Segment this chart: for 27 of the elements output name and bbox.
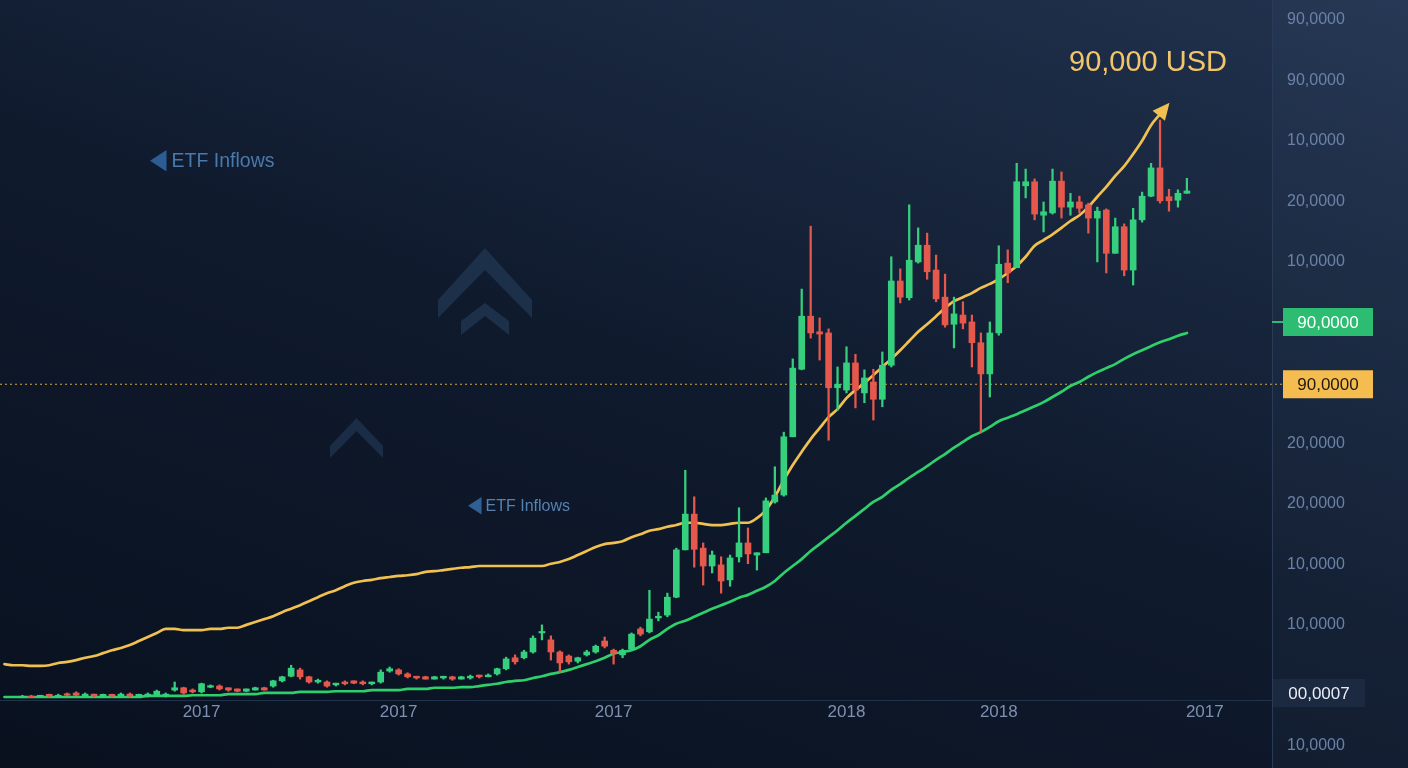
text: 90,000 USD	[1069, 45, 1228, 78]
candlestick	[1040, 201, 1047, 233]
text: 10,0000	[1287, 554, 1345, 572]
text: 10,0000	[1287, 131, 1345, 149]
x-tick-label: 2018	[979, 701, 1018, 721]
x-tick-label: 2017	[594, 701, 633, 721]
text: 20,0000	[1287, 433, 1345, 451]
text: 00,0007	[1288, 683, 1350, 703]
text: 90,0000	[1287, 10, 1345, 28]
annotation: ETF Inflows	[485, 496, 571, 514]
candlestick	[834, 366, 841, 411]
text: 20,0000	[1287, 494, 1345, 512]
text: 90,0000	[1287, 70, 1345, 88]
text: 90,0000	[1297, 312, 1359, 332]
x-tick-label: 2017	[1185, 701, 1224, 721]
annotation: ETF Inflows	[171, 149, 275, 172]
text: 10,0000	[1287, 252, 1345, 270]
x-tick-label: 2017	[379, 701, 418, 721]
text: 10,0000	[1287, 736, 1345, 754]
ref-line-label: 90,0000	[1297, 374, 1359, 394]
text: 10,0000	[1287, 615, 1345, 633]
x-tick-label: 2018	[827, 701, 866, 721]
text: 20,0000	[1287, 191, 1345, 209]
x-tick-label: 2017	[182, 701, 221, 721]
candlestick	[646, 589, 653, 634]
candlestick	[1067, 192, 1074, 216]
candlestick	[610, 648, 617, 665]
